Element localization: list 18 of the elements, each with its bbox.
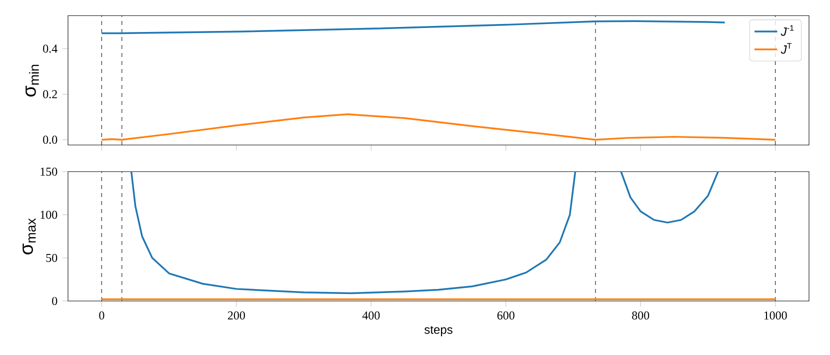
y-axis-title: σ$_{min}$: [26, 64, 39, 97]
y-tick-label: 0.2: [43, 90, 57, 98]
x-axis-title: steps: [424, 326, 452, 336]
x-tick-label: 600: [497, 311, 514, 320]
y-tick-label: 0.0: [43, 136, 58, 144]
y-tick-label: 50: [46, 254, 58, 262]
x-tick-label: 400: [362, 311, 380, 320]
y-tick-label: 150: [40, 168, 58, 176]
legend-label: J$^{-1}$: [780, 25, 794, 36]
x-tick-label: 0: [99, 311, 104, 320]
y-axis-title: σ$_{max}$: [22, 218, 36, 254]
y-tick-label: 0.4: [43, 44, 58, 53]
x-tick-label: 200: [228, 311, 245, 320]
y-tick-label: 0: [52, 296, 58, 306]
legend-label: J$^{T}$: [780, 43, 792, 54]
x-tick-label: 800: [632, 311, 650, 320]
x-tick-label: 1000: [764, 311, 787, 320]
y-tick-label: 100: [40, 210, 58, 219]
